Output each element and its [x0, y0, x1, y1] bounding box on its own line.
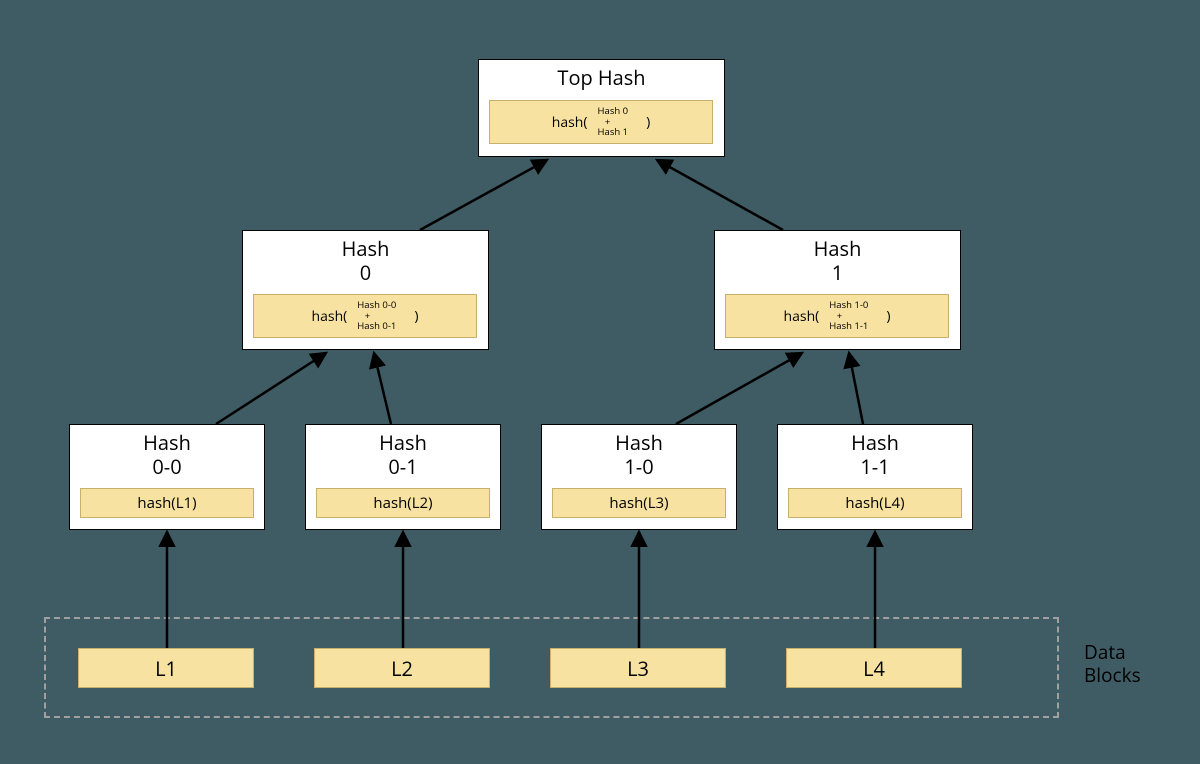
node-hash-1-0: Hash 1-0 hash(L3): [541, 424, 737, 530]
node-hash-1: Hash 1 hash( Hash 1-0 + Hash 1-1 ): [714, 230, 961, 350]
hash-fn-open: hash(: [552, 113, 598, 132]
hash-expr-0: hash( Hash 0-0 + Hash 0-1 ): [253, 294, 477, 338]
node-title: Hash 1: [715, 231, 960, 285]
hash-expr-1: hash( Hash 1-0 + Hash 1-1 ): [725, 294, 949, 338]
data-blocks-label: Data Blocks: [1084, 641, 1141, 687]
node-hash-0-0: Hash 0-0 hash(L1): [69, 424, 265, 530]
leaf-l4: L4: [786, 648, 962, 688]
hash-fn-open: hash(: [784, 307, 830, 326]
hash-fn-close: ): [396, 307, 418, 326]
node-hash-1-1: Hash 1-1 hash(L4): [777, 424, 973, 530]
hash-fn-open: hash(: [312, 307, 358, 326]
hash-text: hash(L4): [845, 493, 904, 513]
hash-fn-close: ): [628, 113, 650, 132]
node-title: Hash 1-1: [778, 425, 972, 479]
leaf-l2: L2: [314, 648, 490, 688]
hash-args: Hash 0-0 + Hash 0-1: [357, 300, 396, 331]
node-title: Hash 1-0: [542, 425, 736, 479]
hash-expr-11: hash(L4): [788, 488, 962, 518]
node-top-hash: Top Hash hash( Hash 0 + Hash 1 ): [478, 59, 725, 157]
hash-text: hash(L2): [373, 493, 432, 513]
hash-expr-top: hash( Hash 0 + Hash 1 ): [489, 100, 713, 144]
node-hash-0-1: Hash 0-1 hash(L2): [305, 424, 501, 530]
hash-args: Hash 0 + Hash 1: [598, 106, 629, 137]
leaf-l1: L1: [78, 648, 254, 688]
hash-text: hash(L1): [137, 493, 196, 513]
hash-expr-00: hash(L1): [80, 488, 254, 518]
node-title: Hash 0-1: [306, 425, 500, 479]
node-hash-0: Hash 0 hash( Hash 0-0 + Hash 0-1 ): [242, 230, 489, 350]
hash-expr-10: hash(L3): [552, 488, 726, 518]
node-title: Hash 0-0: [70, 425, 264, 479]
node-title: Top Hash: [479, 60, 724, 90]
node-title: Hash 0: [243, 231, 488, 285]
hash-text: hash(L3): [609, 493, 668, 513]
hash-expr-01: hash(L2): [316, 488, 490, 518]
hash-args: Hash 1-0 + Hash 1-1: [829, 300, 868, 331]
leaf-l3: L3: [550, 648, 726, 688]
hash-fn-close: ): [868, 307, 890, 326]
